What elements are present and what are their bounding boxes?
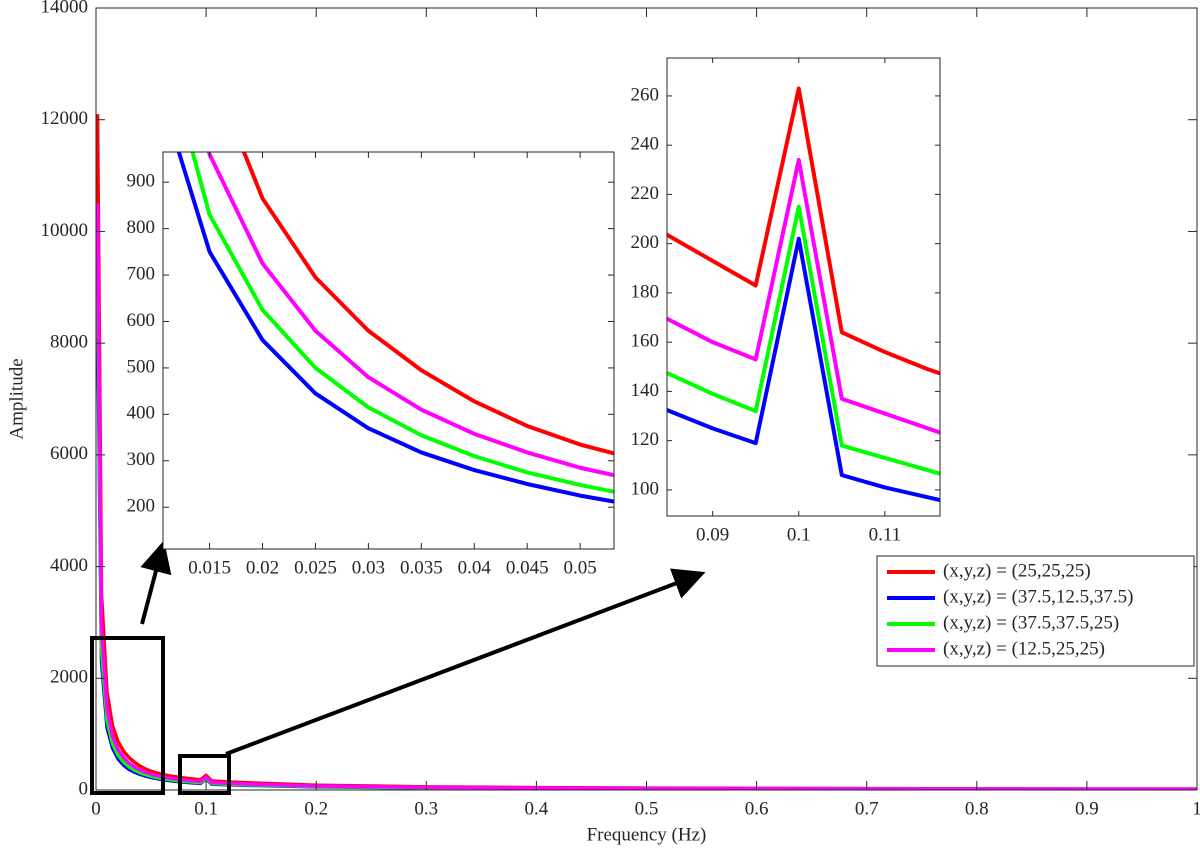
x-tick-label: 0.045 — [506, 557, 549, 578]
y-tick-label: 120 — [631, 429, 660, 450]
zoom-box — [90, 636, 165, 795]
x-tick-label: 0.7 — [855, 798, 879, 819]
x-tick-label: 1 — [1192, 798, 1200, 819]
y-tick-label: 6000 — [50, 443, 88, 464]
series-line — [241, 152, 614, 456]
y-tick-label: 800 — [127, 217, 156, 238]
zoom-indicators — [90, 540, 706, 795]
y-tick-label: 14000 — [41, 0, 89, 17]
x-tick-label: 0.11 — [869, 524, 902, 545]
plot-area — [667, 58, 940, 516]
inset-axes: 0.09 0.1 0.11 100 120 140 160 180 200 220 240 260 — [631, 57, 941, 545]
x-tick-label: 0.2 — [304, 798, 328, 819]
series-line — [176, 152, 614, 504]
x-tick-label: 0.6 — [745, 798, 769, 819]
x-tick-label: 0.05 — [563, 557, 596, 578]
y-tick-label: 200 — [631, 232, 660, 253]
y-tick-label: 400 — [127, 403, 156, 424]
y-tick-label: 900 — [127, 171, 156, 192]
y-tick-label: 140 — [631, 380, 660, 401]
series-line — [96, 203, 1197, 790]
zoom-box — [178, 754, 231, 795]
legend-label: (x,y,z) = (37.5,37.5,25) — [943, 612, 1119, 633]
x-axis-label: Frequency (Hz) — [587, 824, 707, 845]
legend-box — [876, 555, 1195, 667]
series-line — [190, 152, 614, 494]
x-tick-label: 0.4 — [525, 798, 549, 819]
series-line — [206, 152, 614, 478]
zoom-arrow — [140, 540, 172, 625]
y-tick-label: 0 — [79, 778, 89, 799]
x-tick-label: 0.5 — [635, 798, 659, 819]
legend: (x,y,z) = (25,25,25) (x,y,z) = (37.5,12.5… — [876, 555, 1195, 667]
plot-area — [163, 152, 614, 549]
x-tick-label: 0.04 — [458, 557, 492, 578]
x-tick-label: 0.03 — [352, 557, 385, 578]
y-tick-label: 2000 — [50, 667, 88, 688]
y-tick-label: 4000 — [50, 555, 88, 576]
x-tick-label: 0.8 — [965, 798, 989, 819]
legend-label: (x,y,z) = (37.5,12.5,37.5) — [943, 586, 1133, 607]
inset-axes: 0.015 0.02 0.025 0.03 0.035 0.04 0.045 0.05 200 3… — [127, 151, 615, 578]
x-tick-label: 0.035 — [400, 557, 443, 578]
y-tick-label: 600 — [127, 310, 156, 331]
legend-label: (x,y,z) = (25,25,25) — [943, 560, 1091, 581]
y-tick-label: 100 — [631, 478, 660, 499]
y-tick-label: 500 — [127, 356, 156, 377]
y-axis-label: Amplitude — [6, 358, 27, 439]
y-tick-label: 160 — [631, 331, 660, 352]
x-tick-label: 0.1 — [194, 798, 218, 819]
y-tick-label: 700 — [127, 263, 156, 284]
zoom-arrow — [225, 568, 706, 756]
axes-frame — [162, 151, 615, 550]
x-tick-label: 0.09 — [696, 524, 729, 545]
x-tick-label: 0.015 — [188, 557, 231, 578]
y-tick-label: 10000 — [41, 220, 89, 241]
x-tick-label: 0.025 — [294, 557, 337, 578]
x-tick-label: 0.1 — [787, 524, 811, 545]
x-tick-label: 0.02 — [246, 557, 279, 578]
axes-frame — [666, 57, 941, 517]
x-tick-label: 0.9 — [1075, 798, 1099, 819]
y-tick-label: 12000 — [41, 108, 89, 129]
y-tick-label: 240 — [631, 134, 660, 155]
y-tick-label: 260 — [631, 84, 660, 105]
legend-label: (x,y,z) = (12.5,25,25) — [943, 638, 1105, 659]
x-tick-label: 0 — [91, 798, 101, 819]
y-tick-label: 180 — [631, 281, 660, 302]
y-tick-label: 8000 — [50, 332, 88, 353]
y-tick-label: 220 — [631, 183, 660, 204]
y-tick-label: 300 — [127, 449, 156, 470]
y-tick-label: 200 — [127, 496, 156, 517]
x-tick-label: 0.3 — [414, 798, 438, 819]
